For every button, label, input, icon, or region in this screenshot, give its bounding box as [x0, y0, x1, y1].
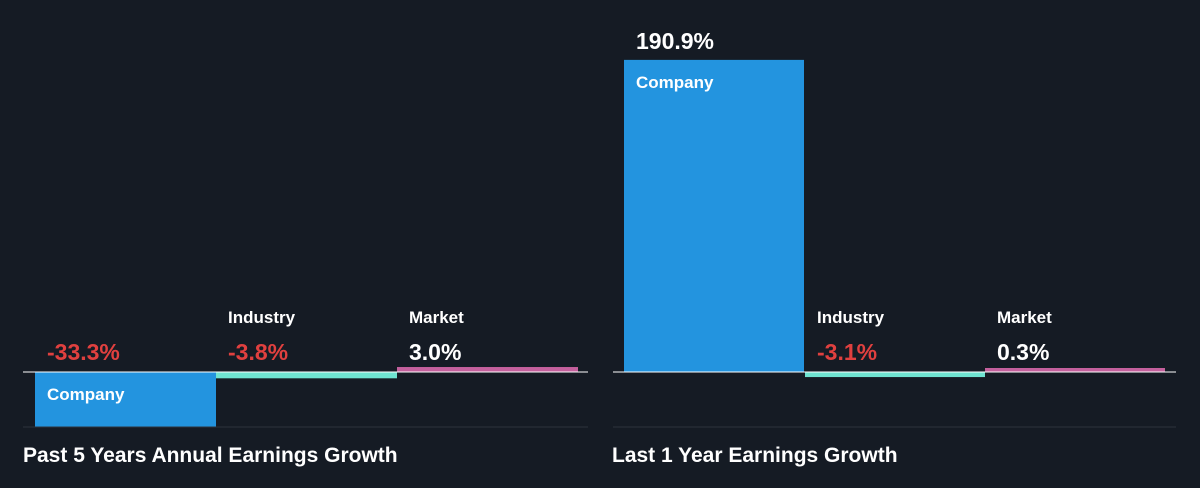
chart-title-5-year: Past 5 Years Annual Earnings Growth	[23, 444, 398, 467]
category-label-5y-market: Market	[409, 308, 464, 327]
category-label-1y-market: Market	[997, 308, 1052, 327]
bar-1y-company	[624, 59, 804, 372]
bar-1y-industry	[805, 372, 985, 378]
value-label-5y-company: -33.3%	[47, 339, 120, 365]
category-label-1y-company: Company	[636, 73, 714, 92]
category-label-5y-company: Company	[47, 385, 125, 404]
value-label-5y-market: 3.0%	[409, 339, 461, 365]
category-label-5y-industry: Industry	[228, 308, 296, 327]
bar-1y-market	[985, 368, 1165, 372]
value-label-1y-market: 0.3%	[997, 339, 1049, 365]
value-label-1y-company: 190.9%	[636, 28, 714, 54]
bar-5y-industry	[216, 372, 397, 379]
category-label-1y-industry: Industry	[817, 308, 885, 327]
value-label-5y-industry: -3.8%	[228, 339, 288, 365]
bar-5y-company	[35, 372, 216, 428]
value-label-1y-industry: -3.1%	[817, 339, 877, 365]
bar-5y-market	[397, 367, 578, 372]
chart-title-1-year: Last 1 Year Earnings Growth	[612, 444, 898, 467]
